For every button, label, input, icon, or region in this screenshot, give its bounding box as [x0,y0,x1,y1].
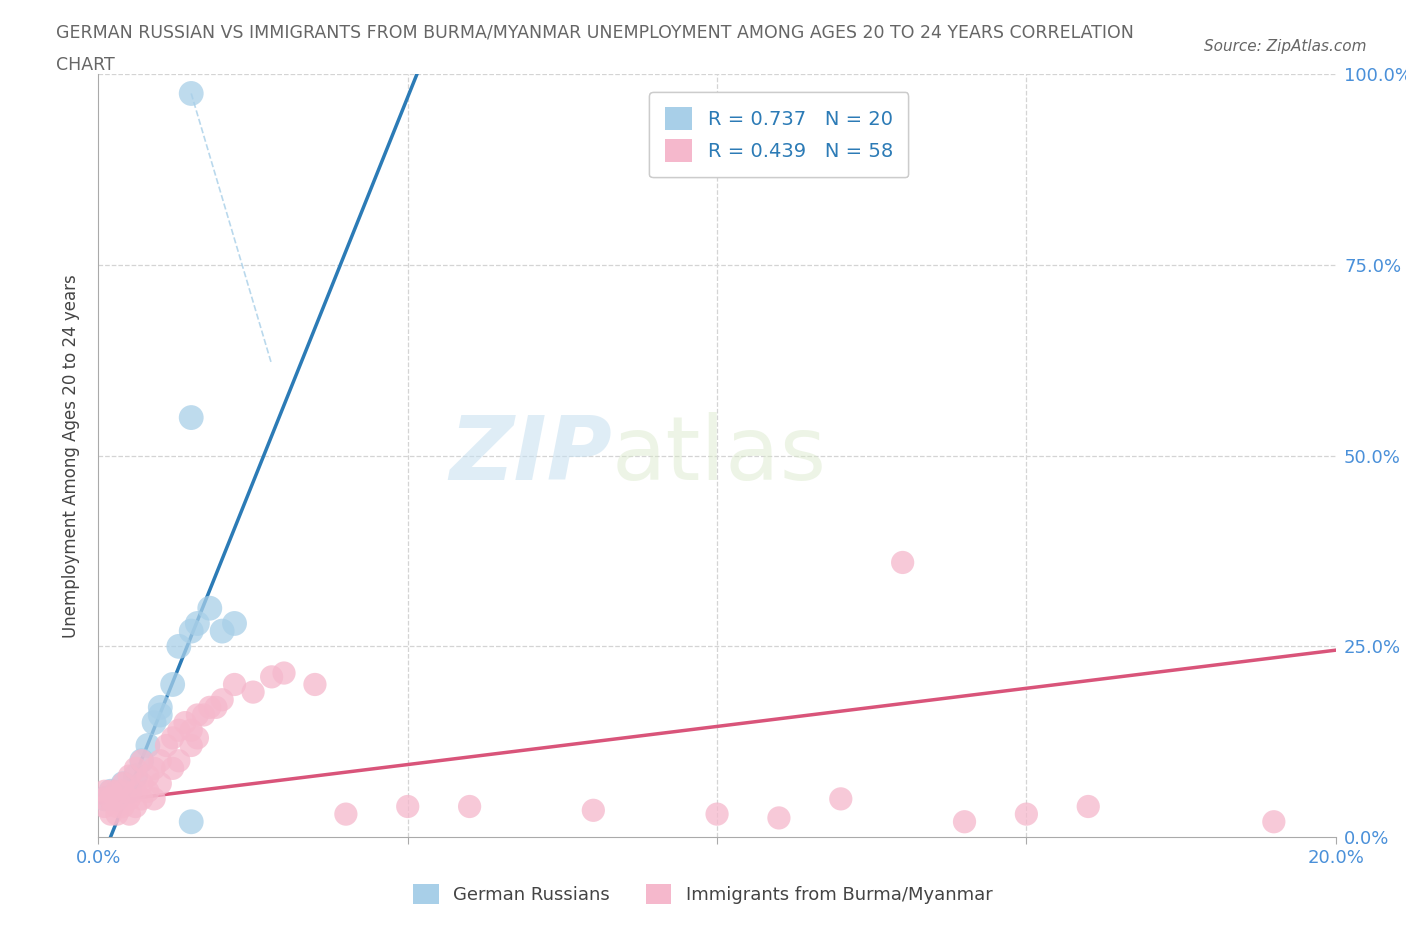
Point [198,700,221,715]
Point [118,784,141,799]
Point [124,799,146,814]
Point [100,806,122,821]
Point [1077,799,1099,814]
Point [100,784,122,799]
Point [93,791,115,806]
Point [143,791,166,806]
Text: atlas: atlas [612,412,827,499]
Point [93,799,115,814]
Point [105,784,128,799]
Point [112,777,135,791]
Point [273,666,295,681]
Legend: R = 0.737   N = 20, R = 0.439   N = 58: R = 0.737 N = 20, R = 0.439 N = 58 [650,92,908,178]
Point [124,768,146,783]
Point [180,624,202,639]
Point [180,410,202,425]
Point [131,791,153,806]
Text: ZIP: ZIP [449,412,612,499]
Point [93,784,115,799]
Point [186,730,208,745]
Point [105,799,128,814]
Point [131,753,153,768]
Point [155,738,177,753]
Point [105,806,128,821]
Point [186,616,208,631]
Point [458,799,481,814]
Point [198,601,221,616]
Point [112,799,135,814]
Point [131,753,153,768]
Point [193,708,215,723]
Point [162,677,184,692]
Point [131,777,153,791]
Text: CHART: CHART [56,56,115,73]
Point [124,784,146,799]
Point [180,815,202,830]
Y-axis label: Unemployment Among Ages 20 to 24 years: Unemployment Among Ages 20 to 24 years [62,273,80,638]
Point [149,708,172,723]
Text: Source: ZipAtlas.com: Source: ZipAtlas.com [1204,39,1367,54]
Point [143,761,166,776]
Point [93,791,115,806]
Point [118,791,141,806]
Point [149,700,172,715]
Point [136,768,159,783]
Point [112,784,135,799]
Point [136,784,159,799]
Text: GERMAN RUSSIAN VS IMMIGRANTS FROM BURMA/MYANMAR UNEMPLOYMENT AMONG AGES 20 TO 24: GERMAN RUSSIAN VS IMMIGRANTS FROM BURMA/… [56,23,1135,41]
Point [112,777,135,791]
Point [1263,815,1285,830]
Point [224,616,246,631]
Point [180,738,202,753]
Point [205,700,228,715]
Point [830,791,852,806]
Legend: German Russians, Immigrants from Burma/Myanmar: German Russians, Immigrants from Burma/M… [406,876,1000,911]
Point [335,806,357,821]
Point [582,803,605,817]
Point [180,86,202,101]
Point [211,692,233,707]
Point [136,738,159,753]
Point [149,753,172,768]
Point [124,761,146,776]
Point [304,677,326,692]
Point [186,708,208,723]
Point [180,723,202,737]
Point [167,723,190,737]
Point [174,715,197,730]
Point [224,677,246,692]
Point [260,670,283,684]
Point [149,777,172,791]
Point [105,791,128,806]
Point [100,791,122,806]
Point [242,684,264,699]
Point [211,624,233,639]
Point [891,555,914,570]
Point [100,784,122,799]
Point [953,815,976,830]
Point [118,768,141,783]
Point [118,806,141,821]
Point [396,799,419,814]
Point [768,811,790,826]
Point [162,730,184,745]
Point [162,761,184,776]
Point [167,639,190,654]
Point [167,753,190,768]
Point [706,806,728,821]
Point [143,715,166,730]
Point [1015,806,1038,821]
